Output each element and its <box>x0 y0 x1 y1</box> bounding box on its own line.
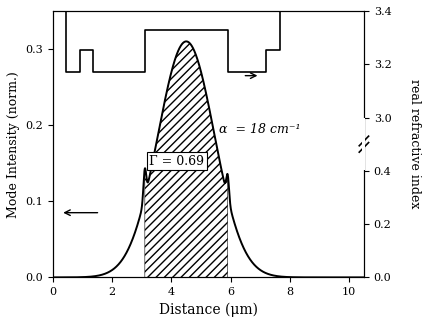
Y-axis label: Mode Intensity (norm.): Mode Intensity (norm.) <box>7 71 20 217</box>
Y-axis label: real refractive index: real refractive index <box>408 79 421 209</box>
X-axis label: Distance (μm): Distance (μm) <box>159 303 258 317</box>
Text: Γ = 0.69: Γ = 0.69 <box>149 155 204 168</box>
Text: α  = 18 cm⁻¹: α = 18 cm⁻¹ <box>219 123 300 136</box>
Bar <box>363 118 366 170</box>
